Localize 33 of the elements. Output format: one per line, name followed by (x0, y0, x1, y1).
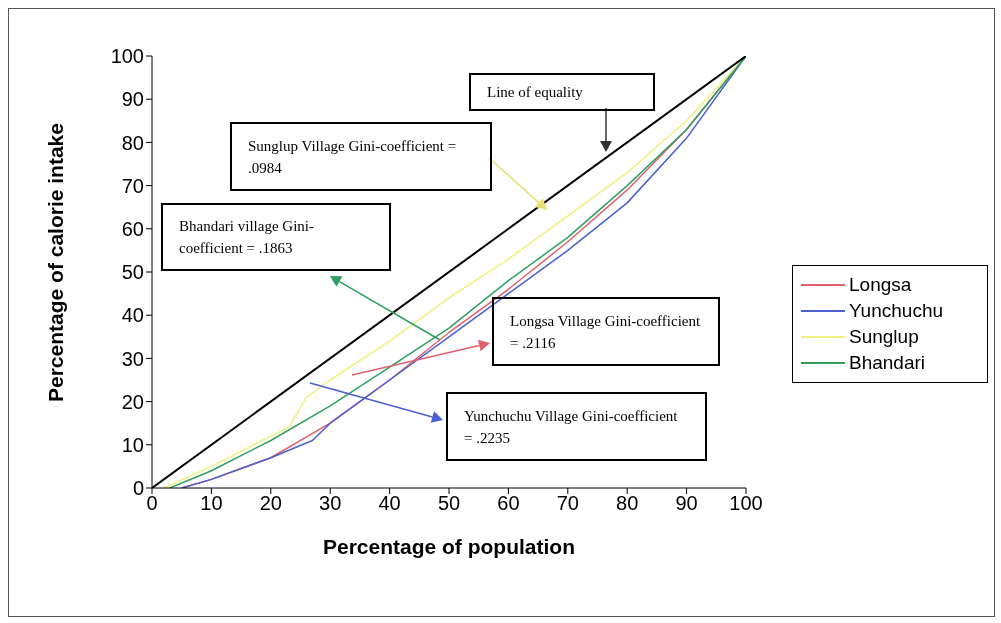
x-tick-label: 60 (497, 492, 520, 515)
annotation: Line of equality (487, 83, 583, 102)
x-tick-label: 70 (556, 492, 579, 515)
y-tick-label: 40 (121, 304, 144, 327)
legend-label: Longsa (849, 273, 912, 297)
x-tick-label: 80 (616, 492, 639, 515)
x-tick-label: 100 (729, 492, 763, 515)
y-tick-label: 20 (121, 390, 144, 413)
legend-label: Sunglup (849, 325, 919, 349)
y-tick-label: 30 (121, 347, 144, 370)
x-tick-label: 10 (200, 492, 223, 515)
annotation: Yunchuchu Village Gini-coefficient = .2235 (464, 406, 679, 448)
annotation: Sunglup Village Gini-coefficient = .0984 (248, 136, 458, 178)
annotation: Longsa Village Gini-coefficient = .2116 (510, 311, 702, 353)
x-tick-label: 30 (319, 492, 342, 515)
legend-label: Yunchuchu (849, 299, 944, 323)
x-tick-label: 50 (437, 492, 461, 515)
x-tick-label: 90 (675, 492, 698, 515)
y-tick-label: 50 (121, 261, 144, 284)
y-tick-label: 100 (110, 45, 144, 68)
y-tick-label: 90 (121, 88, 144, 111)
y-tick-label: 80 (121, 131, 144, 154)
y-tick-label: 0 (132, 477, 144, 500)
y-tick-label: 60 (121, 217, 144, 240)
legend-label: Bhandari (849, 351, 926, 375)
y-axis-title: Percentage of calorie intake (44, 123, 68, 402)
x-tick-label: 20 (259, 492, 282, 515)
annotation: Bhandari village Gini-coefficient = .1863 (179, 217, 315, 258)
x-axis-title: Percentage of population (322, 535, 576, 558)
y-tick-label: 70 (121, 174, 144, 197)
x-tick-label: 0 (146, 492, 158, 515)
y-tick-label: 10 (121, 433, 144, 456)
x-tick-label: 40 (378, 492, 401, 515)
